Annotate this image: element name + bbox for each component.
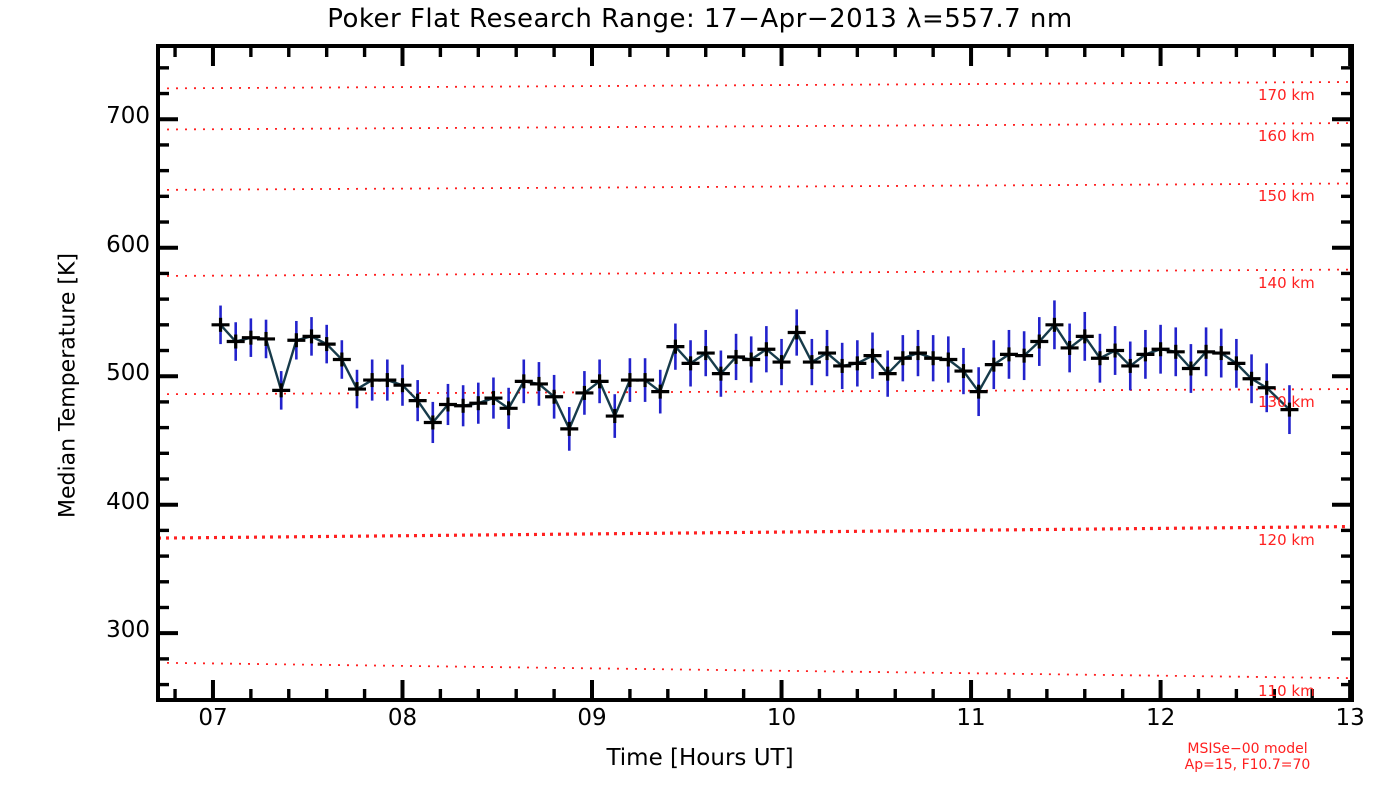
- altitude-label-130-km: 130 km: [1258, 393, 1315, 412]
- model-note-line2: Ap=15, F10.7=70: [1184, 757, 1311, 774]
- model-curve-150-km: [157, 182, 1353, 191]
- model-curve-140-km: [157, 268, 1353, 277]
- data-markers: [211, 317, 1299, 436]
- plot-frame: [156, 44, 1354, 702]
- y-tick-label: 600: [106, 231, 150, 258]
- x-axis-label: Time [Hours UT]: [606, 745, 794, 771]
- altitude-label-140-km: 140 km: [1258, 273, 1315, 292]
- y-tick-label: 500: [106, 360, 150, 387]
- altitude-label-120-km: 120 km: [1258, 530, 1315, 549]
- altitude-label-170-km: 170 km: [1258, 85, 1315, 104]
- model-note-line1: MSISe−00 model: [1187, 741, 1308, 757]
- model-curve-160-km: [157, 122, 1353, 131]
- x-tick-label: 11: [956, 705, 986, 731]
- altitude-label-110-km: 110 km: [1258, 682, 1315, 701]
- chart-title: Poker Flat Research Range: 17−Apr−2013 λ…: [327, 4, 1073, 34]
- altitude-label-150-km: 150 km: [1258, 187, 1315, 206]
- msis-model-curves: [157, 81, 1353, 680]
- model-annotation: MSISe−00 model Ap=15, F10.7=70: [1160, 741, 1335, 773]
- model-curve-110-km: [157, 661, 1353, 680]
- altitude-label-160-km: 160 km: [1258, 127, 1315, 146]
- axis-frame: [156, 44, 1354, 702]
- y-tick-label: 300: [106, 617, 150, 644]
- x-tick-label: 08: [387, 705, 418, 731]
- model-curve-130-km: [157, 388, 1353, 396]
- x-tick-label: 12: [1145, 705, 1176, 731]
- model-curve-170-km: [157, 81, 1353, 90]
- model-curve-120-km: [157, 524, 1353, 540]
- y-tick-label: 700: [106, 103, 150, 130]
- x-tick-label: 13: [1335, 705, 1365, 731]
- error-bars: [219, 300, 1291, 451]
- x-tick-label: 07: [198, 705, 228, 731]
- x-tick-label: 09: [577, 705, 607, 731]
- y-tick-label: 400: [106, 488, 150, 515]
- x-tick-label: 10: [766, 705, 797, 731]
